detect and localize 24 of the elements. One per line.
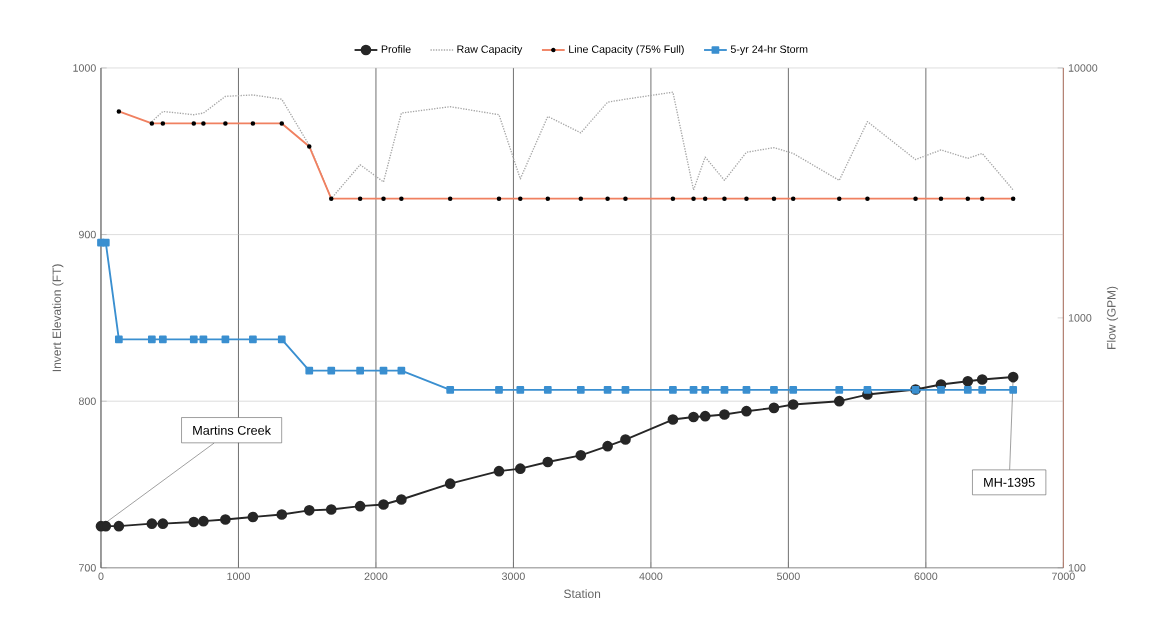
x-tick-label: 6000: [914, 572, 938, 581]
x-tick-label: 2000: [364, 572, 388, 581]
legend-label: Profile: [381, 45, 411, 54]
annotation: Martins Creek: [193, 425, 272, 435]
x-tick-label: 0: [98, 572, 104, 581]
y2-tick-label: 100: [1068, 564, 1086, 572]
y-axis-title: Invert Elevation (FT): [52, 264, 64, 372]
y2-axis-title: Flow (GPM): [1106, 286, 1119, 349]
legend-label: 5-yr 24-hr Storm: [730, 45, 808, 56]
x-tick-label: 3000: [501, 572, 525, 581]
legend-label: Raw Capacity: [457, 45, 523, 56]
x-tick-label: 7000: [1052, 572, 1075, 581]
y-tick-label: 700: [79, 564, 96, 572]
x-tick-label: 1000: [227, 572, 250, 581]
y2-tick-label: 10000: [1068, 64, 1098, 72]
y-tick-label: 1000: [73, 64, 96, 72]
y2-tick-label: 1000: [1068, 314, 1092, 322]
x-tick-label: 5000: [776, 572, 800, 581]
x-tick-label: 4000: [639, 572, 663, 581]
x-axis-title: Station: [564, 589, 601, 599]
legend-label: Line Capacity (75% Full): [569, 45, 684, 56]
y-tick-label: 900: [78, 230, 96, 239]
y-tick-label: 800: [78, 397, 96, 406]
annotation: MH-1395: [984, 477, 1035, 487]
